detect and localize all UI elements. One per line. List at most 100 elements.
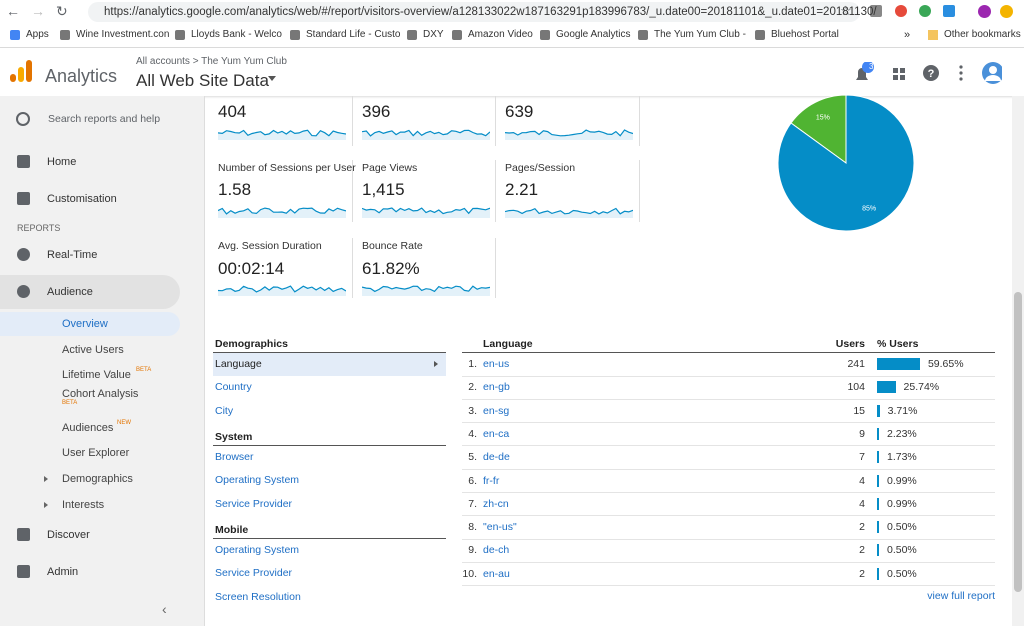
search-input[interactable]: Search reports and help xyxy=(48,113,161,125)
row-rank: 5. xyxy=(468,451,477,464)
bookmark[interactable]: DXY xyxy=(423,29,444,40)
sparkline xyxy=(362,207,490,218)
nav-item[interactable]: Overview xyxy=(62,318,108,330)
bookmark[interactable]: The Yum Yum Club - xyxy=(654,29,746,40)
divider xyxy=(639,160,640,222)
dimension-link[interactable]: Service Provider xyxy=(215,567,293,580)
account-path[interactable]: All accounts > The Yum Yum Club xyxy=(136,56,287,67)
nav-item[interactable]: Discover xyxy=(47,529,90,541)
row-language[interactable]: en-ca xyxy=(483,427,510,440)
row-language[interactable]: de-de xyxy=(483,451,510,464)
metric-value: 61.82% xyxy=(362,259,420,278)
product-name: Analytics xyxy=(45,66,118,86)
row-rank: 8. xyxy=(468,521,477,534)
reload-button[interactable]: ↻ xyxy=(56,3,68,19)
pie-chart: 15% 85% xyxy=(777,94,915,232)
row-rank: 7. xyxy=(468,497,477,510)
row-pct: 25.74% xyxy=(903,381,940,394)
pie-slice[interactable] xyxy=(777,94,915,232)
bookmark[interactable]: Other bookmarks xyxy=(944,29,1021,40)
bookmark[interactable]: Google Analytics xyxy=(556,29,631,40)
extension-icon[interactable] xyxy=(870,5,882,17)
dimension-link[interactable]: Operating System xyxy=(215,544,300,556)
help-icon[interactable] xyxy=(923,65,939,81)
nav-item[interactable]: Customisation xyxy=(47,193,117,205)
url-field[interactable] xyxy=(88,2,860,22)
bookmark[interactable]: Lloyds Bank - Welco xyxy=(191,29,282,40)
collapse-button[interactable]: ‹ xyxy=(162,601,167,617)
extension-icon[interactable] xyxy=(919,5,931,17)
row-pct: 0.99% xyxy=(887,497,917,510)
dimension-link[interactable]: Language xyxy=(215,358,262,370)
nav-item[interactable]: Cohort Analysis xyxy=(62,388,139,400)
search-icon xyxy=(16,112,30,126)
dimension-link[interactable]: Service Provider xyxy=(215,497,293,510)
group-rule xyxy=(213,445,446,446)
view-full-report[interactable]: view full report xyxy=(927,590,995,602)
bookmark[interactable]: Amazon Video xyxy=(468,29,533,40)
bookmark[interactable]: Wine Investment.con xyxy=(76,29,170,40)
bookmark-icon xyxy=(175,30,185,40)
extension-icon[interactable] xyxy=(895,5,907,17)
nav-icon xyxy=(17,248,30,261)
nav-badge: BETA xyxy=(62,400,78,406)
row-language[interactable]: de-ch xyxy=(483,544,510,557)
pct-bar xyxy=(877,427,879,440)
scrollbar-thumb[interactable] xyxy=(1014,292,1022,592)
row-pct: 0.99% xyxy=(887,474,917,487)
sparkline xyxy=(362,285,490,296)
dimension-link[interactable]: Country xyxy=(215,381,252,393)
dimension-link[interactable]: Screen Resolution xyxy=(215,590,301,603)
divider xyxy=(495,160,496,222)
pie-slice[interactable] xyxy=(790,94,847,164)
row-language[interactable]: en-gb xyxy=(483,381,510,394)
star-button[interactable]: ☆ xyxy=(840,3,852,18)
dimension-link[interactable]: Operating System xyxy=(215,474,300,487)
dimension-link[interactable]: Browser xyxy=(215,451,254,463)
extension-icon[interactable] xyxy=(1000,5,1013,18)
group-rule xyxy=(213,352,446,353)
metric-value: 1.58 xyxy=(218,180,252,199)
nav-item[interactable]: Real-Time xyxy=(47,249,98,261)
nav-item[interactable]: User Explorer xyxy=(62,447,130,459)
row-language[interactable]: en-sg xyxy=(483,404,510,417)
nav-item[interactable]: Lifetime Value xyxy=(62,369,131,381)
bookmark[interactable]: Apps xyxy=(26,29,49,40)
url[interactable]: https://analytics.google.com/analytics/w… xyxy=(104,6,877,18)
sparkline xyxy=(218,285,346,296)
app-header xyxy=(0,48,1024,96)
bookmarks-bar xyxy=(0,24,1024,48)
extension-icon[interactable] xyxy=(978,5,991,18)
pct-bar xyxy=(877,474,879,487)
row-language[interactable]: zh-cn xyxy=(483,497,509,510)
pct-bar xyxy=(877,451,879,464)
row-language[interactable]: en-us xyxy=(483,358,510,370)
back-button[interactable]: ← xyxy=(6,3,20,19)
menu-icon[interactable] xyxy=(959,65,963,81)
row-language[interactable]: "en-us" xyxy=(483,521,517,534)
bookmark[interactable]: Bluehost Portal xyxy=(771,29,839,40)
nav-item[interactable]: Home xyxy=(47,156,77,168)
row-users: 2 xyxy=(859,544,865,557)
sidebar xyxy=(0,96,205,626)
nav-item[interactable]: Active Users xyxy=(62,344,124,356)
dimension-link[interactable]: City xyxy=(215,405,234,417)
nav-item[interactable]: Audience xyxy=(47,286,93,298)
nav-item[interactable]: Interests xyxy=(62,499,105,511)
row-language[interactable]: fr-fr xyxy=(483,474,500,487)
apps-icon[interactable] xyxy=(893,68,905,80)
pct-bar xyxy=(877,544,879,557)
extension-icon[interactable] xyxy=(943,5,955,17)
row-rank: 1. xyxy=(468,358,477,370)
bookmarks-overflow[interactable]: » xyxy=(904,29,911,41)
row-language[interactable]: en-au xyxy=(483,567,510,580)
nav-item[interactable]: Audiences xyxy=(62,422,114,434)
pie-label: 15% xyxy=(816,114,830,121)
bookmark[interactable]: Standard Life - Custo xyxy=(306,29,401,40)
nav-icon xyxy=(17,285,30,298)
pct-bar xyxy=(877,497,879,510)
forward-button[interactable]: → xyxy=(31,3,45,19)
nav-item[interactable]: Demographics xyxy=(62,473,133,485)
nav-item[interactable]: Admin xyxy=(47,566,79,578)
property-selector[interactable]: All Web Site Data xyxy=(136,71,269,90)
